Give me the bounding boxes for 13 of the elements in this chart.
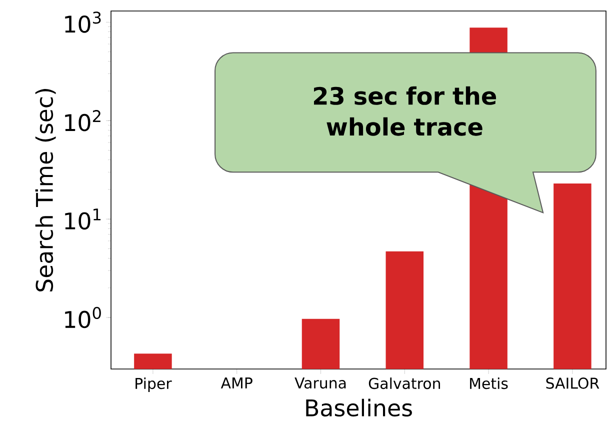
y-axis-title: Search Time (sec) bbox=[35, 89, 56, 292]
y-tick-label: 10$^{1}$ bbox=[65, 208, 101, 230]
annotation: 23 sec for the whole trace bbox=[314, 86, 496, 136]
x-tick-label: Metis bbox=[470, 378, 508, 390]
x-axis-title: Baselines bbox=[306, 398, 412, 417]
x-tick-label: Varuna bbox=[294, 378, 346, 389]
x-tick-label: AMP bbox=[220, 378, 252, 388]
x-tick-label: Piper bbox=[136, 378, 172, 392]
y-tick-label: 10$^{3}$ bbox=[65, 12, 101, 33]
y-tick-label: 10$^{0}$ bbox=[65, 306, 101, 328]
x-tick-label: SAILOR bbox=[546, 378, 600, 389]
x-tick-label: Galvatron bbox=[368, 378, 440, 390]
y-tick-label: 10$^{2}$ bbox=[65, 110, 100, 132]
